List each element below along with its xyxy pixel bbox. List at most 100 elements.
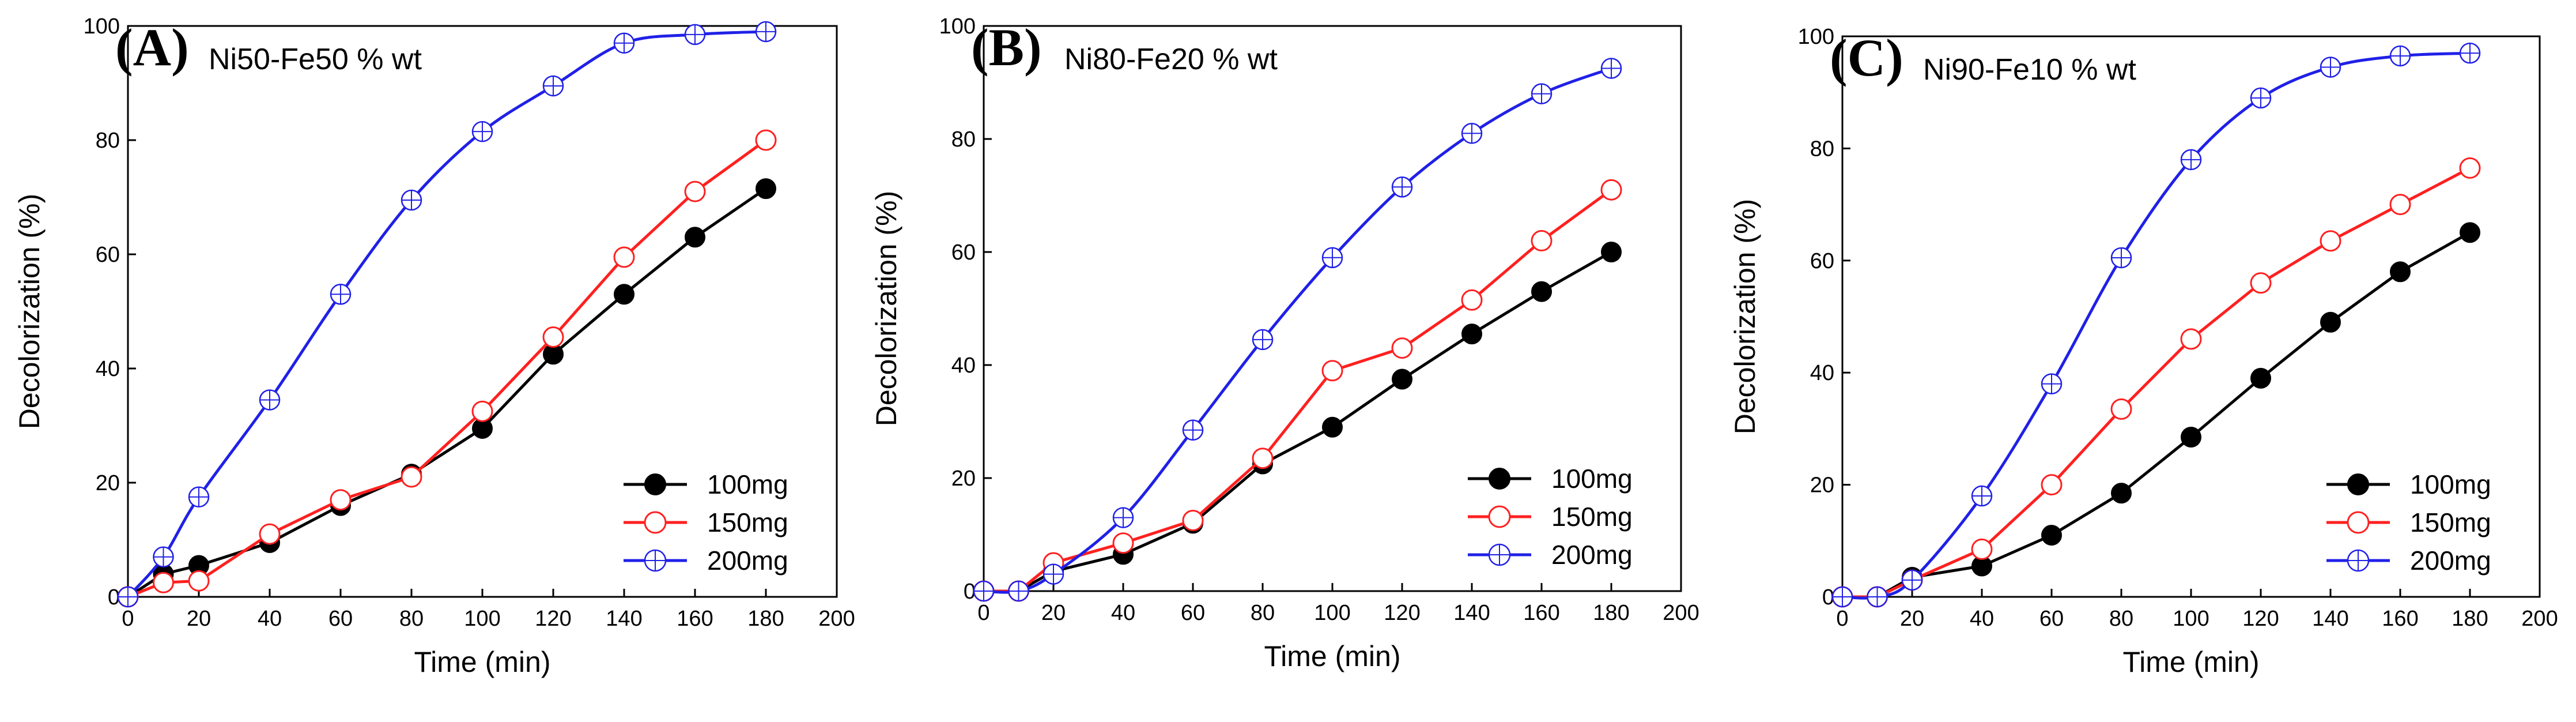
data-point-200mg <box>2389 45 2411 67</box>
data-point-150mg <box>755 129 777 151</box>
x-axis-title: Time (min) <box>2122 646 2259 678</box>
legend-entry-100mg: 100mg <box>624 469 788 499</box>
legend-marker-200mg <box>1488 543 1511 566</box>
x-tick-label: 60 <box>1181 601 1205 625</box>
data-point-150mg <box>1391 337 1413 359</box>
y-tick-label: 0 <box>1822 585 1834 610</box>
x-tick-label: 100 <box>464 607 500 631</box>
y-tick-label: 100 <box>1798 25 1834 49</box>
legend-entry-200mg: 200mg <box>624 546 788 576</box>
data-point-200mg <box>684 24 706 46</box>
legend-entry-100mg: 100mg <box>2326 469 2491 499</box>
legend-marker-150mg <box>2347 511 2370 534</box>
data-point-200mg <box>542 75 564 97</box>
legend-entry-100mg: 100mg <box>1468 464 1633 494</box>
legend-marker-150mg <box>1488 505 1511 528</box>
legend-label: 100mg <box>707 469 788 499</box>
legend-entry-150mg: 150mg <box>624 507 788 537</box>
legend-entry-200mg: 200mg <box>2326 546 2491 576</box>
y-tick-label: 20 <box>951 467 976 491</box>
x-tick-label: 80 <box>399 607 424 631</box>
data-point-200mg <box>401 189 422 211</box>
y-tick-label: 0 <box>964 580 976 604</box>
x-tick-label: 0 <box>977 601 989 625</box>
data-point-200mg <box>330 284 352 305</box>
data-point-150mg <box>1971 538 1993 560</box>
x-tick-label: 180 <box>747 607 784 631</box>
data-point-200mg <box>1901 569 1923 591</box>
data-point-150mg <box>1461 289 1483 311</box>
series-line-200mg <box>1842 51 2471 600</box>
series-line-100mg <box>984 250 1612 593</box>
data-point-100mg <box>1461 324 1482 345</box>
y-tick-label: 40 <box>951 354 976 378</box>
panel-letter: (B) <box>971 18 1042 77</box>
data-point-150mg <box>2041 474 2063 496</box>
data-point-200mg <box>1043 563 1064 585</box>
series-line-200mg <box>983 67 1612 594</box>
x-tick-label: 40 <box>1970 607 1994 631</box>
data-point-200mg <box>1008 580 1029 602</box>
data-point-200mg <box>1461 122 1483 144</box>
x-tick-label: 200 <box>2521 607 2558 631</box>
y-tick-label: 20 <box>96 471 120 495</box>
data-point-150mg <box>401 466 422 488</box>
x-tick-label: 40 <box>1111 601 1135 625</box>
data-point-100mg <box>1392 368 1412 390</box>
data-point-100mg <box>2181 426 2201 448</box>
data-point-200mg <box>1600 58 1622 79</box>
panel-title: Ni80-Fe20 % wt <box>1064 43 1278 76</box>
data-point-150mg <box>471 400 493 422</box>
y-tick-label: 40 <box>96 357 120 381</box>
data-point-200mg <box>973 580 995 602</box>
y-axis-title: Decolorization (%) <box>13 194 46 429</box>
series-line-100mg <box>127 187 767 599</box>
x-tick-label: 160 <box>2382 607 2418 631</box>
data-point-100mg <box>1531 281 1552 302</box>
panel-letter: (C) <box>1830 28 1903 87</box>
y-tick-label: 80 <box>1810 137 1834 161</box>
legend-label: 150mg <box>2410 507 2491 537</box>
data-point-150mg <box>2250 272 2272 294</box>
y-tick-label: 60 <box>96 243 120 267</box>
legend-marker-100mg <box>644 473 666 495</box>
data-point-200mg <box>2110 247 2132 269</box>
data-point-100mg <box>1322 416 1343 438</box>
x-tick-label: 20 <box>1041 601 1066 625</box>
x-tick-label: 160 <box>677 607 713 631</box>
y-tick-label: 100 <box>939 14 976 39</box>
data-point-200mg <box>1531 83 1553 104</box>
x-tick-label: 120 <box>1384 601 1420 625</box>
series-line-150mg <box>984 189 1612 593</box>
data-point-150mg <box>188 570 210 592</box>
data-point-100mg <box>756 178 776 200</box>
x-tick-label: 0 <box>1836 607 1848 631</box>
data-point-100mg <box>2250 367 2271 389</box>
x-tick-label: 140 <box>606 607 642 631</box>
data-point-200mg <box>2041 373 2063 394</box>
data-point-150mg <box>1600 179 1622 201</box>
panel-title: Ni50-Fe50 % wt <box>209 43 422 76</box>
x-tick-label: 80 <box>2109 607 2133 631</box>
data-point-200mg <box>259 389 281 411</box>
data-point-100mg <box>685 227 705 248</box>
panel-a: 0 20 40 60 80 100 120 140 160 180 200 0 20 40 60 80 100 T… <box>13 14 855 678</box>
data-point-100mg <box>614 284 634 305</box>
data-point-100mg <box>2111 483 2132 504</box>
x-axis-title: Time (min) <box>1264 640 1400 672</box>
legend-entry-150mg: 150mg <box>1468 502 1633 532</box>
panel-title: Ni90-Fe10 % wt <box>1923 53 2136 87</box>
data-point-150mg <box>2320 230 2341 252</box>
legend-label: 100mg <box>2410 469 2491 499</box>
data-point-200mg <box>2320 57 2341 78</box>
x-tick-label: 60 <box>328 607 353 631</box>
y-tick-label: 80 <box>96 129 120 153</box>
x-tick-label: 140 <box>2312 607 2348 631</box>
legend-label: 200mg <box>1551 540 1633 570</box>
x-tick-label: 180 <box>1593 601 1629 625</box>
data-point-200mg <box>471 121 493 142</box>
x-tick-label: 80 <box>1251 601 1275 625</box>
x-tick-label: 40 <box>258 607 282 631</box>
data-point-200mg <box>613 32 635 54</box>
legend-marker-100mg <box>1489 468 1510 490</box>
